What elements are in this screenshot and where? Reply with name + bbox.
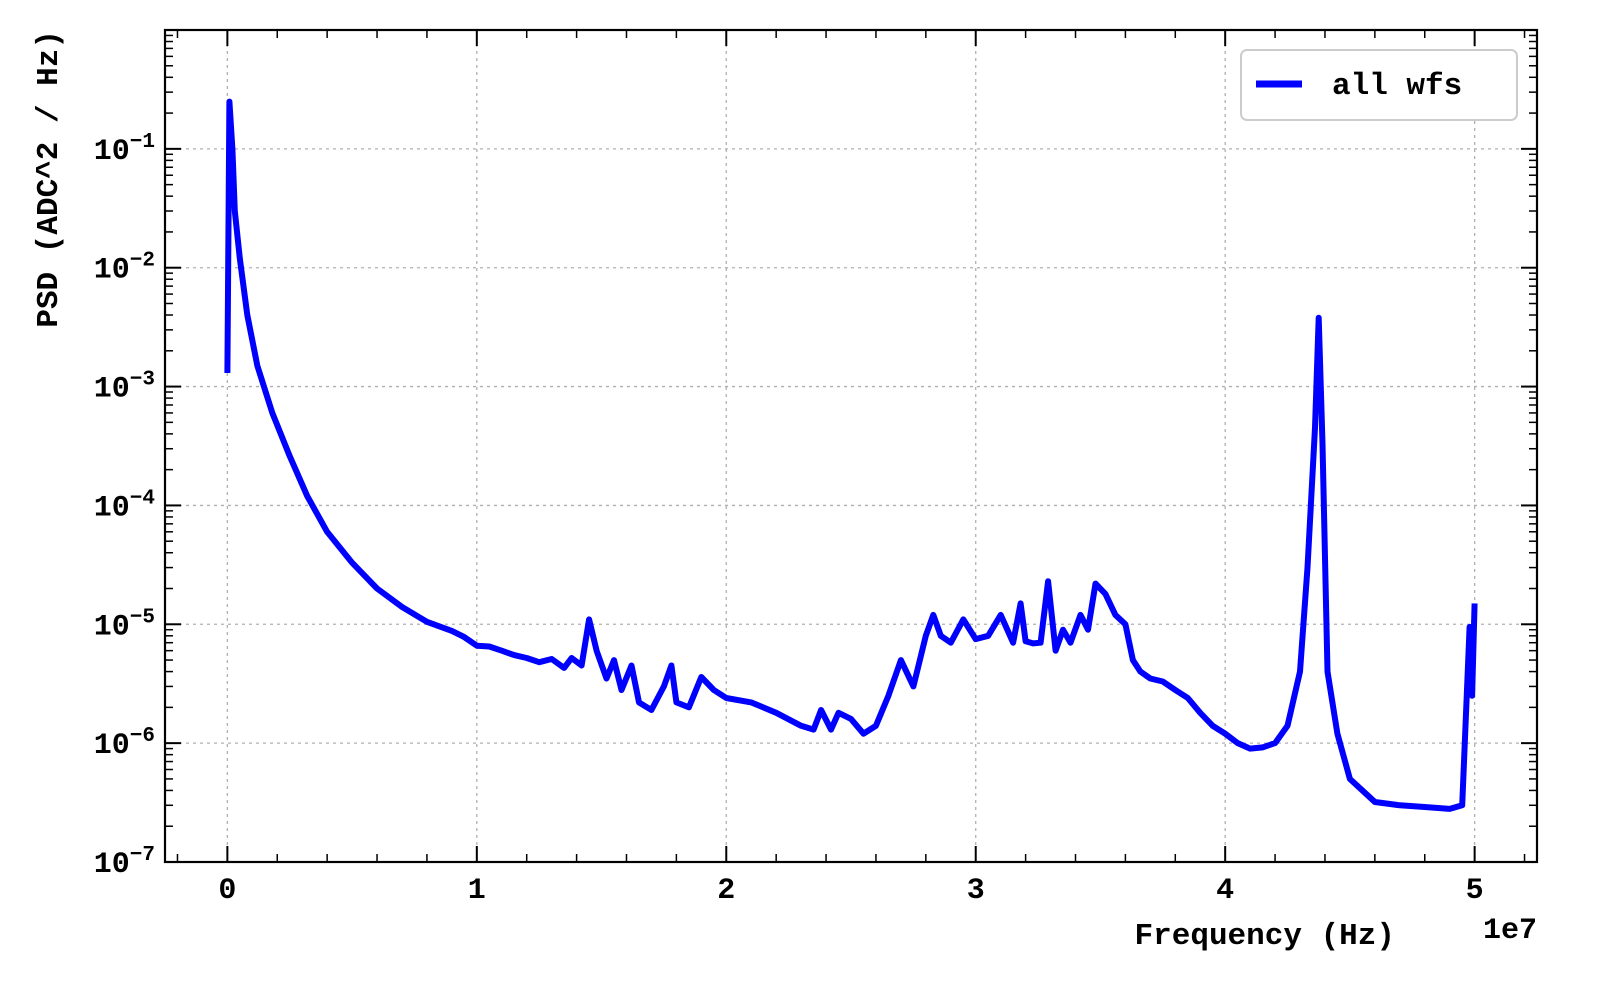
legend-label-all-wfs: all wfs [1332,69,1462,104]
x-tick-label: 5 [1466,874,1484,908]
y-tick-label: 10−6 [94,725,155,763]
y-tick-labels: 10−7 10−6 10−5 10−4 10−3 10−2 10−1 [94,131,155,882]
x-tick-label: 0 [218,874,236,908]
x-axis-label: Frequency (Hz) [1135,919,1395,954]
y-tick-label: 10−4 [94,487,155,525]
y-tick-label: 10−1 [94,131,155,169]
legend-box [1240,49,1518,121]
plot-frame [163,28,1539,864]
y-tick-label: 10−3 [94,369,155,407]
x-axis-offset-text: 1e7 [1483,914,1537,948]
x-tick-label: 3 [967,874,985,908]
x-tick-label: 1 [468,874,486,908]
y-tick-label: 10−7 [94,844,155,882]
legend: all wfs [1240,49,1518,121]
series-layer [224,98,1478,812]
grid [165,30,1537,863]
y-tick-label: 10−5 [94,606,155,644]
y-tick-label: 10−2 [94,250,155,288]
axis-ticks [165,29,1537,863]
series-line-all-wfs [224,98,1478,812]
y-axis-label: PSD (ADC^2 / Hz) [32,30,67,328]
x-tick-label: 2 [717,874,735,908]
x-tick-label: 4 [1216,874,1234,908]
x-tick-labels: 0 1 2 3 4 5 [218,874,1483,908]
